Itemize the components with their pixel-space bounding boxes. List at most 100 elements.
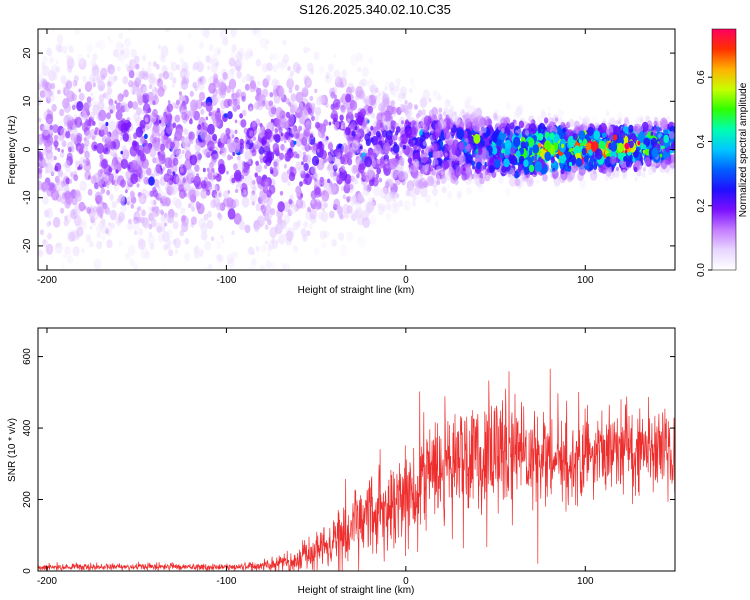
heatmap-cell bbox=[280, 132, 284, 137]
colorbar-frame bbox=[711, 28, 737, 271]
heatmap-cell bbox=[233, 169, 242, 182]
heatmap-cell bbox=[57, 169, 64, 178]
heatmap-cell bbox=[84, 150, 90, 159]
heatmap-cell bbox=[637, 131, 646, 143]
colorbar-tick-label: 0.6 bbox=[696, 70, 707, 84]
heatmap-cell bbox=[356, 117, 362, 124]
heatmap-cell bbox=[203, 29, 210, 39]
heatmap-cell bbox=[251, 29, 258, 35]
heatmap-cell bbox=[152, 213, 157, 219]
heatmap-cell bbox=[227, 208, 236, 220]
heatmap-cell bbox=[496, 139, 502, 147]
heatmap-cell bbox=[374, 87, 379, 93]
heatmap-cell bbox=[38, 83, 42, 91]
heatmap-cell bbox=[89, 225, 93, 230]
heatmap-cell bbox=[174, 114, 181, 123]
heatmap-cell bbox=[59, 41, 63, 47]
heatmap-cell bbox=[51, 71, 58, 81]
heatmap-cell bbox=[234, 119, 238, 124]
heatmap-cell bbox=[51, 64, 58, 74]
heatmap-cell bbox=[617, 152, 623, 160]
heatmap-cell bbox=[175, 99, 180, 106]
heatmap-cell bbox=[201, 148, 206, 154]
heatmap-cell bbox=[213, 76, 218, 84]
heatmap-cell bbox=[195, 200, 200, 207]
heatmap-cell bbox=[137, 191, 142, 198]
colorbar: 0.0 0.2 0.4 0.6 Normalized spectral amplitu… bbox=[696, 28, 749, 277]
heatmap-cell bbox=[313, 247, 319, 256]
heatmap-cell bbox=[581, 147, 587, 156]
heatmap-cell bbox=[107, 87, 113, 95]
heatmap-cell bbox=[333, 69, 341, 79]
heatmap-cell bbox=[98, 39, 106, 50]
heatmap-cell bbox=[152, 108, 158, 117]
heatmap-cell bbox=[364, 156, 373, 168]
heatmap-cell bbox=[393, 203, 400, 213]
heatmap-cell bbox=[162, 231, 170, 243]
heatmap-cell bbox=[389, 202, 397, 214]
heatmap-cell bbox=[216, 253, 222, 262]
heatmap-cell bbox=[189, 119, 193, 125]
heatmap-cell bbox=[249, 130, 254, 137]
heatmap-cell bbox=[140, 247, 149, 259]
heatmap-cell bbox=[217, 212, 222, 219]
heatmap-cell bbox=[236, 70, 242, 79]
heatmap-cell bbox=[342, 203, 350, 214]
heatmap-cell bbox=[356, 52, 363, 62]
heatmap-cell bbox=[473, 123, 480, 133]
heatmap-cell bbox=[226, 197, 234, 208]
heatmap-cell bbox=[388, 81, 395, 91]
heatmap-cell bbox=[414, 186, 421, 196]
heatmap-cell bbox=[106, 239, 113, 249]
heatmap-cell bbox=[198, 217, 206, 229]
heatmap-cell bbox=[49, 124, 53, 130]
heatmap-cell bbox=[413, 158, 419, 167]
heatmap-cell bbox=[461, 172, 468, 181]
heatmap-cell bbox=[180, 79, 189, 91]
heatmap-cell bbox=[296, 198, 304, 209]
heatmap-cell bbox=[110, 148, 117, 158]
heatmap-cell bbox=[167, 100, 171, 104]
heatmap-cell bbox=[172, 171, 176, 176]
heatmap-cell bbox=[108, 38, 113, 45]
heatmap-cell bbox=[450, 129, 456, 137]
heatmap-cell bbox=[215, 113, 222, 123]
heatmap-cell bbox=[403, 200, 411, 211]
heatmap-cell bbox=[67, 43, 73, 51]
heatmap-cell bbox=[175, 249, 178, 254]
heatmap-cell bbox=[68, 146, 72, 153]
heatmap-cell bbox=[160, 55, 166, 63]
heatmap-cell bbox=[175, 64, 181, 71]
heatmap-cell bbox=[477, 183, 484, 194]
heatmap-cell bbox=[424, 194, 431, 204]
heatmap-cell bbox=[154, 141, 161, 152]
heatmap-cell bbox=[295, 105, 301, 114]
heatmap-cell bbox=[121, 43, 124, 48]
heatmap-cell bbox=[208, 82, 216, 94]
heatmap-cell bbox=[57, 44, 63, 53]
heatmap-cell bbox=[311, 115, 315, 122]
heatmap-cell bbox=[405, 204, 409, 210]
heatmap-cell bbox=[522, 121, 529, 130]
heatmap-cell bbox=[575, 157, 583, 167]
heatmap-cell bbox=[159, 53, 164, 61]
heatmap-cell bbox=[443, 111, 447, 117]
heatmap-cell bbox=[407, 186, 415, 198]
heatmap-cell bbox=[145, 124, 150, 131]
heatmap-cell bbox=[603, 138, 607, 143]
heatmap-cell bbox=[286, 78, 294, 90]
heatmap-cell bbox=[464, 118, 472, 129]
heatmap-cell bbox=[367, 150, 373, 158]
heatmap-cell bbox=[215, 62, 219, 67]
heatmap-cell bbox=[85, 118, 90, 125]
heatmap-cell bbox=[327, 154, 333, 163]
heatmap-cell bbox=[174, 198, 182, 209]
heatmap-cell bbox=[179, 167, 184, 174]
heatmap-cell bbox=[271, 78, 279, 89]
heatmap-cell bbox=[196, 83, 200, 88]
heatmap-cell bbox=[183, 252, 191, 262]
heatmap-cell bbox=[245, 14, 252, 24]
heatmap-cell bbox=[207, 123, 215, 135]
heatmap-cell bbox=[560, 121, 566, 130]
heatmap-cell bbox=[339, 97, 344, 103]
